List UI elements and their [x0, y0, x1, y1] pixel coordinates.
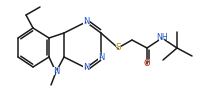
- Text: NH: NH: [154, 33, 170, 43]
- Text: S: S: [115, 43, 121, 52]
- Text: N: N: [82, 63, 90, 73]
- Text: N: N: [82, 17, 90, 27]
- Text: N: N: [52, 67, 60, 77]
- Text: N: N: [83, 18, 89, 26]
- Text: O: O: [143, 59, 151, 69]
- Text: N: N: [83, 64, 89, 72]
- Text: S: S: [114, 43, 122, 53]
- Text: N: N: [53, 68, 59, 77]
- Text: O: O: [144, 60, 150, 68]
- Text: N: N: [97, 52, 105, 62]
- Text: NH: NH: [156, 33, 168, 43]
- Text: N: N: [98, 52, 104, 62]
